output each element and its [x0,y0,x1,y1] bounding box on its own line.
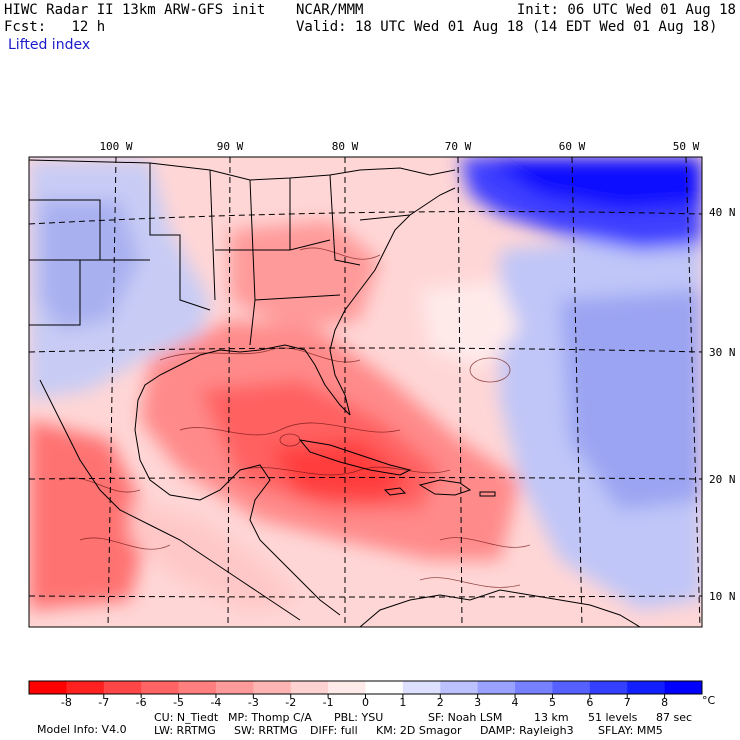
colorbar-tick-label: -2 [285,696,296,709]
colorbar-tick-label: 8 [661,696,668,709]
lifted-index-field [29,157,702,627]
colorbar-tick-label: -5 [173,696,184,709]
footer-sf: SF: Noah LSM [428,711,503,724]
colorbar-swatch [440,681,479,694]
footer-line-1: Model Info: V4.0 [30,712,127,736]
graticule [29,157,702,627]
lon-line [227,157,231,627]
colorbar-swatch [290,681,329,694]
lon-label: 60 W [559,140,586,153]
colorbar-swatch [215,681,254,694]
lat-label: 20 N [709,473,736,486]
field-name: Lifted index [8,37,91,53]
footer-damp: DAMP: Rayleigh3 [480,724,574,737]
coastlines [29,159,641,627]
lat-line [29,347,702,353]
colorbar-tick-label: -4 [210,696,221,709]
colorbar-swatch [365,681,404,694]
colorbar-swatch [515,681,553,694]
footer-sflay: SFLAY: MM5 [598,724,663,737]
colorbar-swatch [103,681,142,694]
footer-diff: DIFF: full [310,724,358,737]
colorbar-tick-label: 1 [399,696,406,709]
lon-line [457,157,463,627]
colorbar-swatch [552,681,591,694]
model-title: HIWC Radar II 13km ARW-GFS init [4,2,266,18]
map-frame [28,156,703,628]
lat-label: 40 N [709,206,736,219]
lon-line [685,157,701,627]
footer-cu: CU: N_Tiedt [154,711,219,724]
colorbar-tick-label: 0 [362,696,369,709]
lon-label: 90 W [217,140,244,153]
colorbar-ticks: -8 -7 -6 -5 -4 -3 -2 -1 0 1 2 3 4 5 6 7 8 [61,694,668,709]
colorbar-swatch [589,681,628,694]
footer-lw: LW: RRTMG [154,724,216,737]
footer-model-info: Model Info: V4.0 [37,723,127,736]
lat-line [29,595,702,598]
colorbar-tick-label: 4 [512,696,519,709]
colorbar-tick-label: -3 [248,696,259,709]
lon-line [107,157,117,627]
colorbar-swatch [178,681,217,694]
forecast-hour: Fcst: 12 h [4,19,105,35]
footer-pbl: PBL: YSU [334,711,384,724]
footer-sw: SW: RRTMG [234,724,298,737]
fcst-label: Fcst: [4,19,47,35]
colorbar-unit: °C [702,694,716,707]
colorbar-swatch [29,681,67,694]
colorbar-swatch [664,681,703,694]
colorbar-swatch [477,681,516,694]
colorbar-tick-label: -8 [61,696,72,709]
colorbar-swatch [253,681,292,694]
colorbar-swatch [402,681,441,694]
colorbar-tick-label: -7 [98,696,109,709]
fcst-value: 12 h [71,19,106,35]
lon-label: 80 W [332,140,359,153]
lat-line [29,477,702,480]
org-label: NCAR/MMM [296,2,364,18]
colorbar-swatch [141,681,180,694]
colorbar-tick-label: 3 [474,696,481,709]
colorbar-tick-label: -6 [136,696,147,709]
colorbar-swatch [627,681,666,694]
colorbar-tick-label: 2 [437,696,444,709]
lon-label: 50 W [673,140,700,153]
lon-label: 100 W [99,140,132,153]
footer-dt: 87 sec [656,711,693,724]
lat-label: 30 N [709,346,736,359]
footer-km: KM: 2D Smagor [376,724,462,737]
colorbar [28,680,703,695]
lon-line [571,157,583,627]
colorbar-tick-label: -1 [323,696,334,709]
footer-mp: MP: Thomp C/A [228,711,312,724]
colorbar-tick-label: 7 [624,696,631,709]
footer-levels: 51 levels [588,711,638,724]
colorbar-tick-label: 6 [586,696,593,709]
footer-res: 13 km [534,711,569,724]
lon-label: 70 W [445,140,472,153]
colorbar-tick-label: 5 [549,696,556,709]
lat-label: 10 N [709,590,736,603]
colorbar-swatch [66,681,105,694]
lat-line [29,211,702,225]
colorbar-swatch [328,681,366,694]
valid-time: Valid: 18 UTC Wed 01 Aug 18 (14 EDT Wed … [296,19,718,35]
init-time: Init: 06 UTC Wed 01 Aug 18 [516,2,736,18]
